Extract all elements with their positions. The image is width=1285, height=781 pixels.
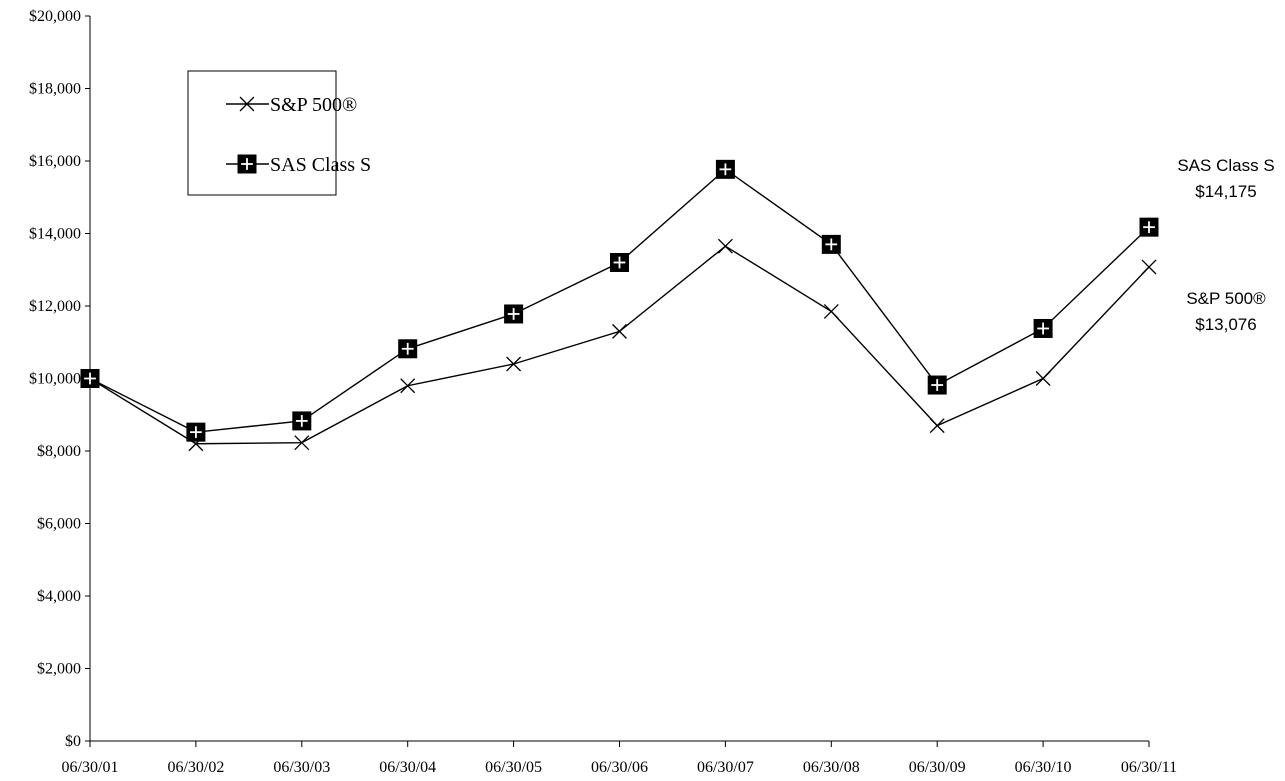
data-point-sas-class-s (504, 304, 524, 324)
legend-label-sp500: S&P 500® (270, 94, 357, 116)
data-point-sas-class-s (398, 339, 418, 359)
data-point-sas-class-s (1139, 217, 1159, 237)
y-tick-label: $10,000 (29, 371, 81, 388)
data-point-sas-class-s (186, 422, 206, 442)
data-point-sas-class-s (292, 411, 312, 431)
data-point-sas-class-s (927, 375, 947, 395)
y-tick-label: $4,000 (37, 588, 81, 605)
x-tick-label: 06/30/02 (167, 759, 224, 776)
x-tick-label: 06/30/06 (591, 759, 648, 776)
data-point-sp500 (294, 435, 310, 451)
end-labels: SAS Class S $14,175 S&P 500® $13,076 (1177, 156, 1274, 334)
x-tick-label: 06/30/10 (1015, 759, 1072, 776)
x-tick-label: 06/30/05 (485, 759, 542, 776)
x-tick-label: 06/30/04 (379, 759, 436, 776)
legend-label-sas-class-s: SAS Class S (270, 154, 371, 176)
legend: S&P 500® SAS Class S (187, 70, 371, 196)
y-tick-label: $0 (65, 733, 81, 750)
y-ticks: $0 $2,000 $4,000 $6,000 $8,000 $10,000 $12,000… (29, 8, 90, 750)
x-tick-label: 06/30/11 (1121, 759, 1177, 776)
legend-item-sp500 (226, 96, 269, 112)
data-point-sp500 (612, 323, 627, 339)
data-point-sp500 (823, 303, 839, 319)
data-point-sp500 (929, 418, 945, 434)
end-label-sp500-value: $13,076 (1195, 315, 1256, 334)
data-point-sp500 (506, 356, 522, 372)
x-tick-label: 06/30/07 (697, 759, 754, 776)
data-point-sas-class-s (80, 369, 100, 388)
legend-item-sas-class-s (226, 154, 269, 174)
series-line-sas-class-s (89, 168, 1150, 433)
series-line-sp500 (89, 245, 1150, 445)
data-point-sp500 (1035, 371, 1051, 386)
data-point-sas-class-s (821, 234, 841, 254)
x-tick-label: 06/30/08 (803, 759, 860, 776)
legend-x-marker-icon (239, 96, 255, 112)
series-layer (80, 159, 1159, 452)
end-label-sas-name: SAS Class S (1177, 156, 1274, 175)
y-tick-label: $14,000 (29, 226, 81, 243)
data-point-sas-class-s (1033, 318, 1053, 338)
y-tick-label: $2,000 (37, 661, 81, 678)
y-tick-label: $18,000 (29, 81, 81, 98)
y-tick-label: $8,000 (37, 443, 81, 460)
end-label-sp500-name: S&P 500® (1186, 289, 1266, 308)
data-point-sp500 (717, 238, 733, 254)
x-tick-label: 06/30/01 (62, 759, 119, 776)
x-ticks: 06/30/01 06/30/02 06/30/03 06/30/04 06/30/05… (62, 741, 1177, 776)
x-tick-label: 06/30/09 (909, 759, 966, 776)
data-point-sas-class-s (610, 253, 629, 272)
y-tick-label: $20,000 (29, 8, 81, 25)
data-point-sas-class-s (715, 159, 735, 179)
y-tick-label: $16,000 (29, 153, 81, 170)
y-tick-label: $12,000 (29, 298, 81, 315)
end-label-sas-value: $14,175 (1195, 182, 1256, 201)
y-tick-label: $6,000 (37, 516, 81, 533)
legend-square-plus-marker-icon (237, 154, 257, 174)
data-point-sp500 (400, 378, 416, 394)
legend-box (187, 70, 337, 196)
data-point-sp500 (1141, 259, 1157, 275)
x-tick-label: 06/30/03 (273, 759, 330, 776)
